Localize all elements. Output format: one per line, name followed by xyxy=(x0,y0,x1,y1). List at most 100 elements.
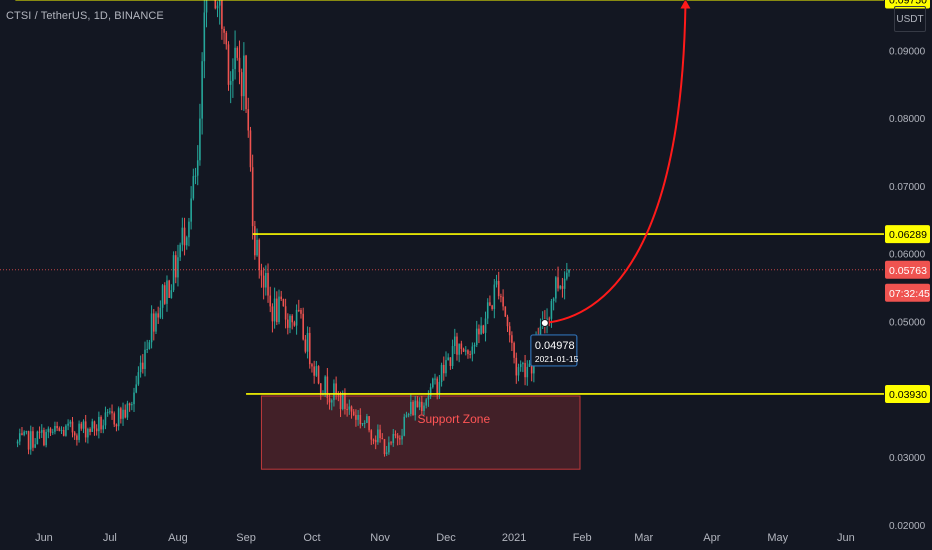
candle-body xyxy=(341,392,344,409)
candle-body xyxy=(159,307,162,318)
candle-body xyxy=(142,362,144,369)
candle-body xyxy=(410,401,412,414)
candle-body xyxy=(412,401,414,416)
x-tick-label: Nov xyxy=(370,532,390,544)
candle-body xyxy=(339,394,342,409)
candle-body xyxy=(38,431,41,433)
candle-body xyxy=(297,309,300,311)
candle-body xyxy=(421,401,423,411)
candle-body xyxy=(355,415,357,420)
candle-body xyxy=(482,325,485,333)
candle-body xyxy=(260,270,263,276)
candle-body xyxy=(234,47,236,70)
candle-body xyxy=(25,431,28,433)
candle-body xyxy=(566,272,568,279)
candle-body xyxy=(247,109,250,131)
candle-body xyxy=(214,0,217,9)
candle-body xyxy=(464,350,467,352)
candle-body xyxy=(519,364,522,368)
candle-body xyxy=(451,346,454,366)
candle-body xyxy=(500,296,502,298)
candle-body xyxy=(383,439,386,455)
candle-body xyxy=(313,366,315,376)
candle-body xyxy=(49,428,52,433)
candle-body xyxy=(183,227,186,246)
candle-body xyxy=(62,430,65,436)
candle-body xyxy=(425,399,428,406)
candle-body xyxy=(568,269,570,273)
candle-body xyxy=(91,421,94,432)
x-tick-label: Jun xyxy=(837,532,855,544)
candle-body xyxy=(379,429,381,439)
candle-body xyxy=(511,335,513,343)
y-tick-label: 0.02000 xyxy=(889,521,926,532)
candle-body xyxy=(361,423,364,425)
start-label-box xyxy=(530,334,578,367)
candle-body xyxy=(271,306,274,322)
candle-body xyxy=(550,301,553,319)
candle-body xyxy=(388,442,390,453)
candle-body xyxy=(423,405,425,411)
currency-button[interactable]: USDT xyxy=(894,6,926,32)
candle-body xyxy=(126,403,129,418)
candle-body xyxy=(163,285,166,304)
candle-body xyxy=(269,295,272,307)
candle-body xyxy=(251,167,254,227)
candle-body xyxy=(196,160,199,176)
candle-body xyxy=(152,313,155,332)
candle-body xyxy=(289,315,291,328)
candle-body xyxy=(497,280,500,297)
candle-body xyxy=(89,428,91,432)
candle-body xyxy=(295,309,298,326)
candle-body xyxy=(445,360,447,374)
candle-body xyxy=(170,290,173,298)
candle-body xyxy=(324,376,326,395)
candle-body xyxy=(449,357,452,366)
candle-body xyxy=(229,81,232,85)
candle-body xyxy=(471,346,474,355)
candle-body xyxy=(51,431,54,433)
candle-body xyxy=(190,198,192,222)
candle-body xyxy=(104,412,107,426)
candle-body xyxy=(559,286,562,289)
candle-body xyxy=(493,284,496,309)
candle-body xyxy=(287,319,289,328)
level-tag-0.09750: 0.09750 xyxy=(889,0,927,7)
candle-body xyxy=(78,423,80,440)
candle-body xyxy=(561,286,564,289)
candle-body xyxy=(528,363,531,367)
candle-body xyxy=(144,349,146,369)
x-tick-label: Aug xyxy=(168,532,188,544)
candle-body xyxy=(135,384,138,393)
candle-body xyxy=(381,438,384,440)
candle-body xyxy=(280,296,283,300)
candle-body xyxy=(359,414,362,425)
candle-body xyxy=(311,364,313,367)
candle-body xyxy=(513,342,515,358)
candle-body xyxy=(245,55,247,110)
candle-body xyxy=(432,378,434,388)
candle-body xyxy=(278,296,280,323)
candle-body xyxy=(29,431,32,450)
candle-body xyxy=(317,366,320,384)
candle-body xyxy=(194,175,197,177)
candle-body xyxy=(16,441,19,444)
candle-body xyxy=(293,322,296,326)
start-label-value: 0.04978 xyxy=(535,340,575,352)
candle-body xyxy=(330,400,333,403)
x-tick-label: Sep xyxy=(236,532,256,544)
candle-body xyxy=(47,428,50,432)
candles-layer xyxy=(16,0,570,457)
candle-body xyxy=(161,285,164,308)
candle-body xyxy=(352,411,355,416)
candle-body xyxy=(394,433,397,436)
candle-body xyxy=(60,430,63,432)
candle-body xyxy=(243,55,245,97)
start-point-marker xyxy=(540,318,549,327)
candle-body xyxy=(32,431,34,448)
y-tick-label: 0.03000 xyxy=(889,453,926,464)
candle-body xyxy=(43,430,45,446)
candle-body xyxy=(23,431,25,435)
